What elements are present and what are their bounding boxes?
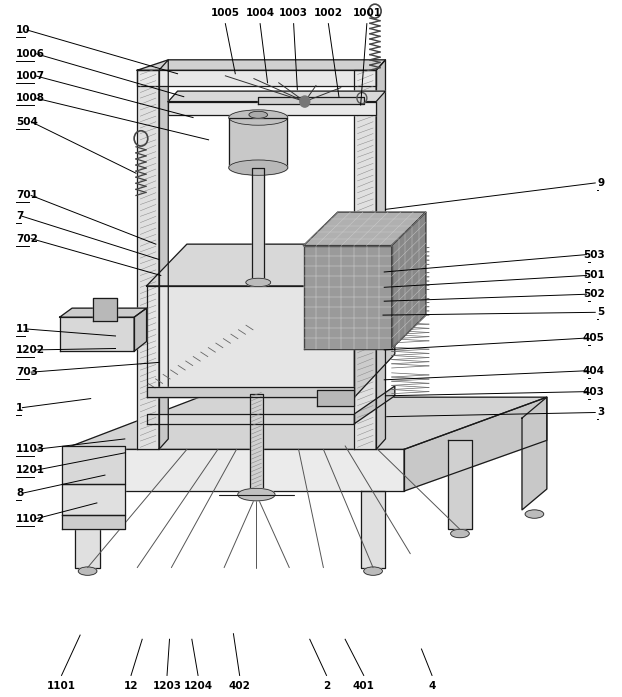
Text: 1001: 1001 — [352, 8, 381, 18]
Text: 1101: 1101 — [47, 681, 76, 691]
Text: 1005: 1005 — [211, 8, 240, 18]
Polygon shape — [62, 446, 125, 484]
Polygon shape — [258, 97, 364, 104]
Polygon shape — [63, 450, 404, 491]
Ellipse shape — [450, 529, 469, 537]
Text: 1: 1 — [16, 403, 24, 413]
Polygon shape — [376, 60, 386, 450]
Polygon shape — [229, 118, 287, 168]
Text: 2: 2 — [323, 681, 330, 691]
Polygon shape — [147, 286, 355, 397]
Polygon shape — [60, 317, 134, 351]
Text: 703: 703 — [16, 367, 38, 377]
Polygon shape — [93, 298, 118, 321]
Polygon shape — [62, 516, 125, 529]
Text: 1004: 1004 — [246, 8, 275, 18]
Text: 502: 502 — [583, 289, 605, 299]
Polygon shape — [522, 397, 547, 510]
Text: 1007: 1007 — [16, 71, 45, 81]
Circle shape — [300, 96, 310, 107]
Text: 1204: 1204 — [183, 681, 213, 691]
Ellipse shape — [525, 510, 544, 519]
Text: 1201: 1201 — [16, 465, 45, 475]
Text: 501: 501 — [583, 270, 605, 280]
Polygon shape — [250, 394, 262, 495]
Ellipse shape — [238, 489, 275, 501]
Polygon shape — [75, 491, 100, 567]
Text: 1102: 1102 — [16, 514, 45, 524]
Polygon shape — [304, 212, 426, 245]
Polygon shape — [137, 70, 376, 86]
Polygon shape — [169, 102, 376, 116]
Polygon shape — [404, 397, 547, 491]
Text: 9: 9 — [597, 178, 605, 188]
Text: 11: 11 — [16, 324, 30, 334]
Ellipse shape — [246, 278, 271, 286]
Text: 1202: 1202 — [16, 345, 45, 355]
Polygon shape — [304, 245, 392, 348]
Polygon shape — [355, 386, 395, 424]
Text: 1003: 1003 — [279, 8, 308, 18]
Ellipse shape — [229, 160, 288, 175]
Text: 701: 701 — [16, 190, 38, 201]
Ellipse shape — [249, 112, 267, 118]
Text: 1008: 1008 — [16, 93, 45, 103]
Polygon shape — [60, 308, 147, 317]
Polygon shape — [361, 491, 386, 567]
Text: 504: 504 — [16, 116, 38, 127]
Polygon shape — [134, 308, 147, 351]
Polygon shape — [137, 70, 159, 450]
Text: 405: 405 — [583, 333, 605, 343]
Ellipse shape — [78, 567, 97, 575]
Text: 503: 503 — [583, 250, 605, 259]
Polygon shape — [448, 441, 472, 529]
Polygon shape — [147, 244, 395, 286]
Text: 403: 403 — [583, 387, 605, 397]
Text: 1203: 1203 — [152, 681, 182, 691]
Polygon shape — [159, 60, 169, 450]
Text: 10: 10 — [16, 25, 30, 35]
Text: 12: 12 — [124, 681, 138, 691]
Polygon shape — [355, 244, 395, 397]
Polygon shape — [63, 397, 547, 450]
Text: 1002: 1002 — [314, 8, 343, 18]
Ellipse shape — [364, 567, 383, 575]
Polygon shape — [147, 387, 355, 397]
Polygon shape — [392, 212, 426, 348]
Polygon shape — [355, 70, 376, 450]
Polygon shape — [252, 168, 264, 282]
Text: 1006: 1006 — [16, 49, 45, 59]
Polygon shape — [317, 390, 355, 406]
Text: 1103: 1103 — [16, 445, 45, 454]
Text: 402: 402 — [229, 681, 251, 691]
Polygon shape — [137, 60, 386, 70]
Polygon shape — [147, 414, 355, 424]
Polygon shape — [62, 484, 125, 516]
Text: 5: 5 — [597, 307, 605, 317]
Text: 404: 404 — [583, 366, 605, 376]
Text: 8: 8 — [16, 488, 24, 498]
Text: 7: 7 — [16, 211, 24, 222]
Ellipse shape — [229, 110, 288, 125]
Text: 401: 401 — [353, 681, 374, 691]
Text: 4: 4 — [429, 681, 435, 691]
Text: 3: 3 — [597, 408, 605, 418]
Text: 702: 702 — [16, 233, 38, 243]
Polygon shape — [169, 91, 386, 102]
